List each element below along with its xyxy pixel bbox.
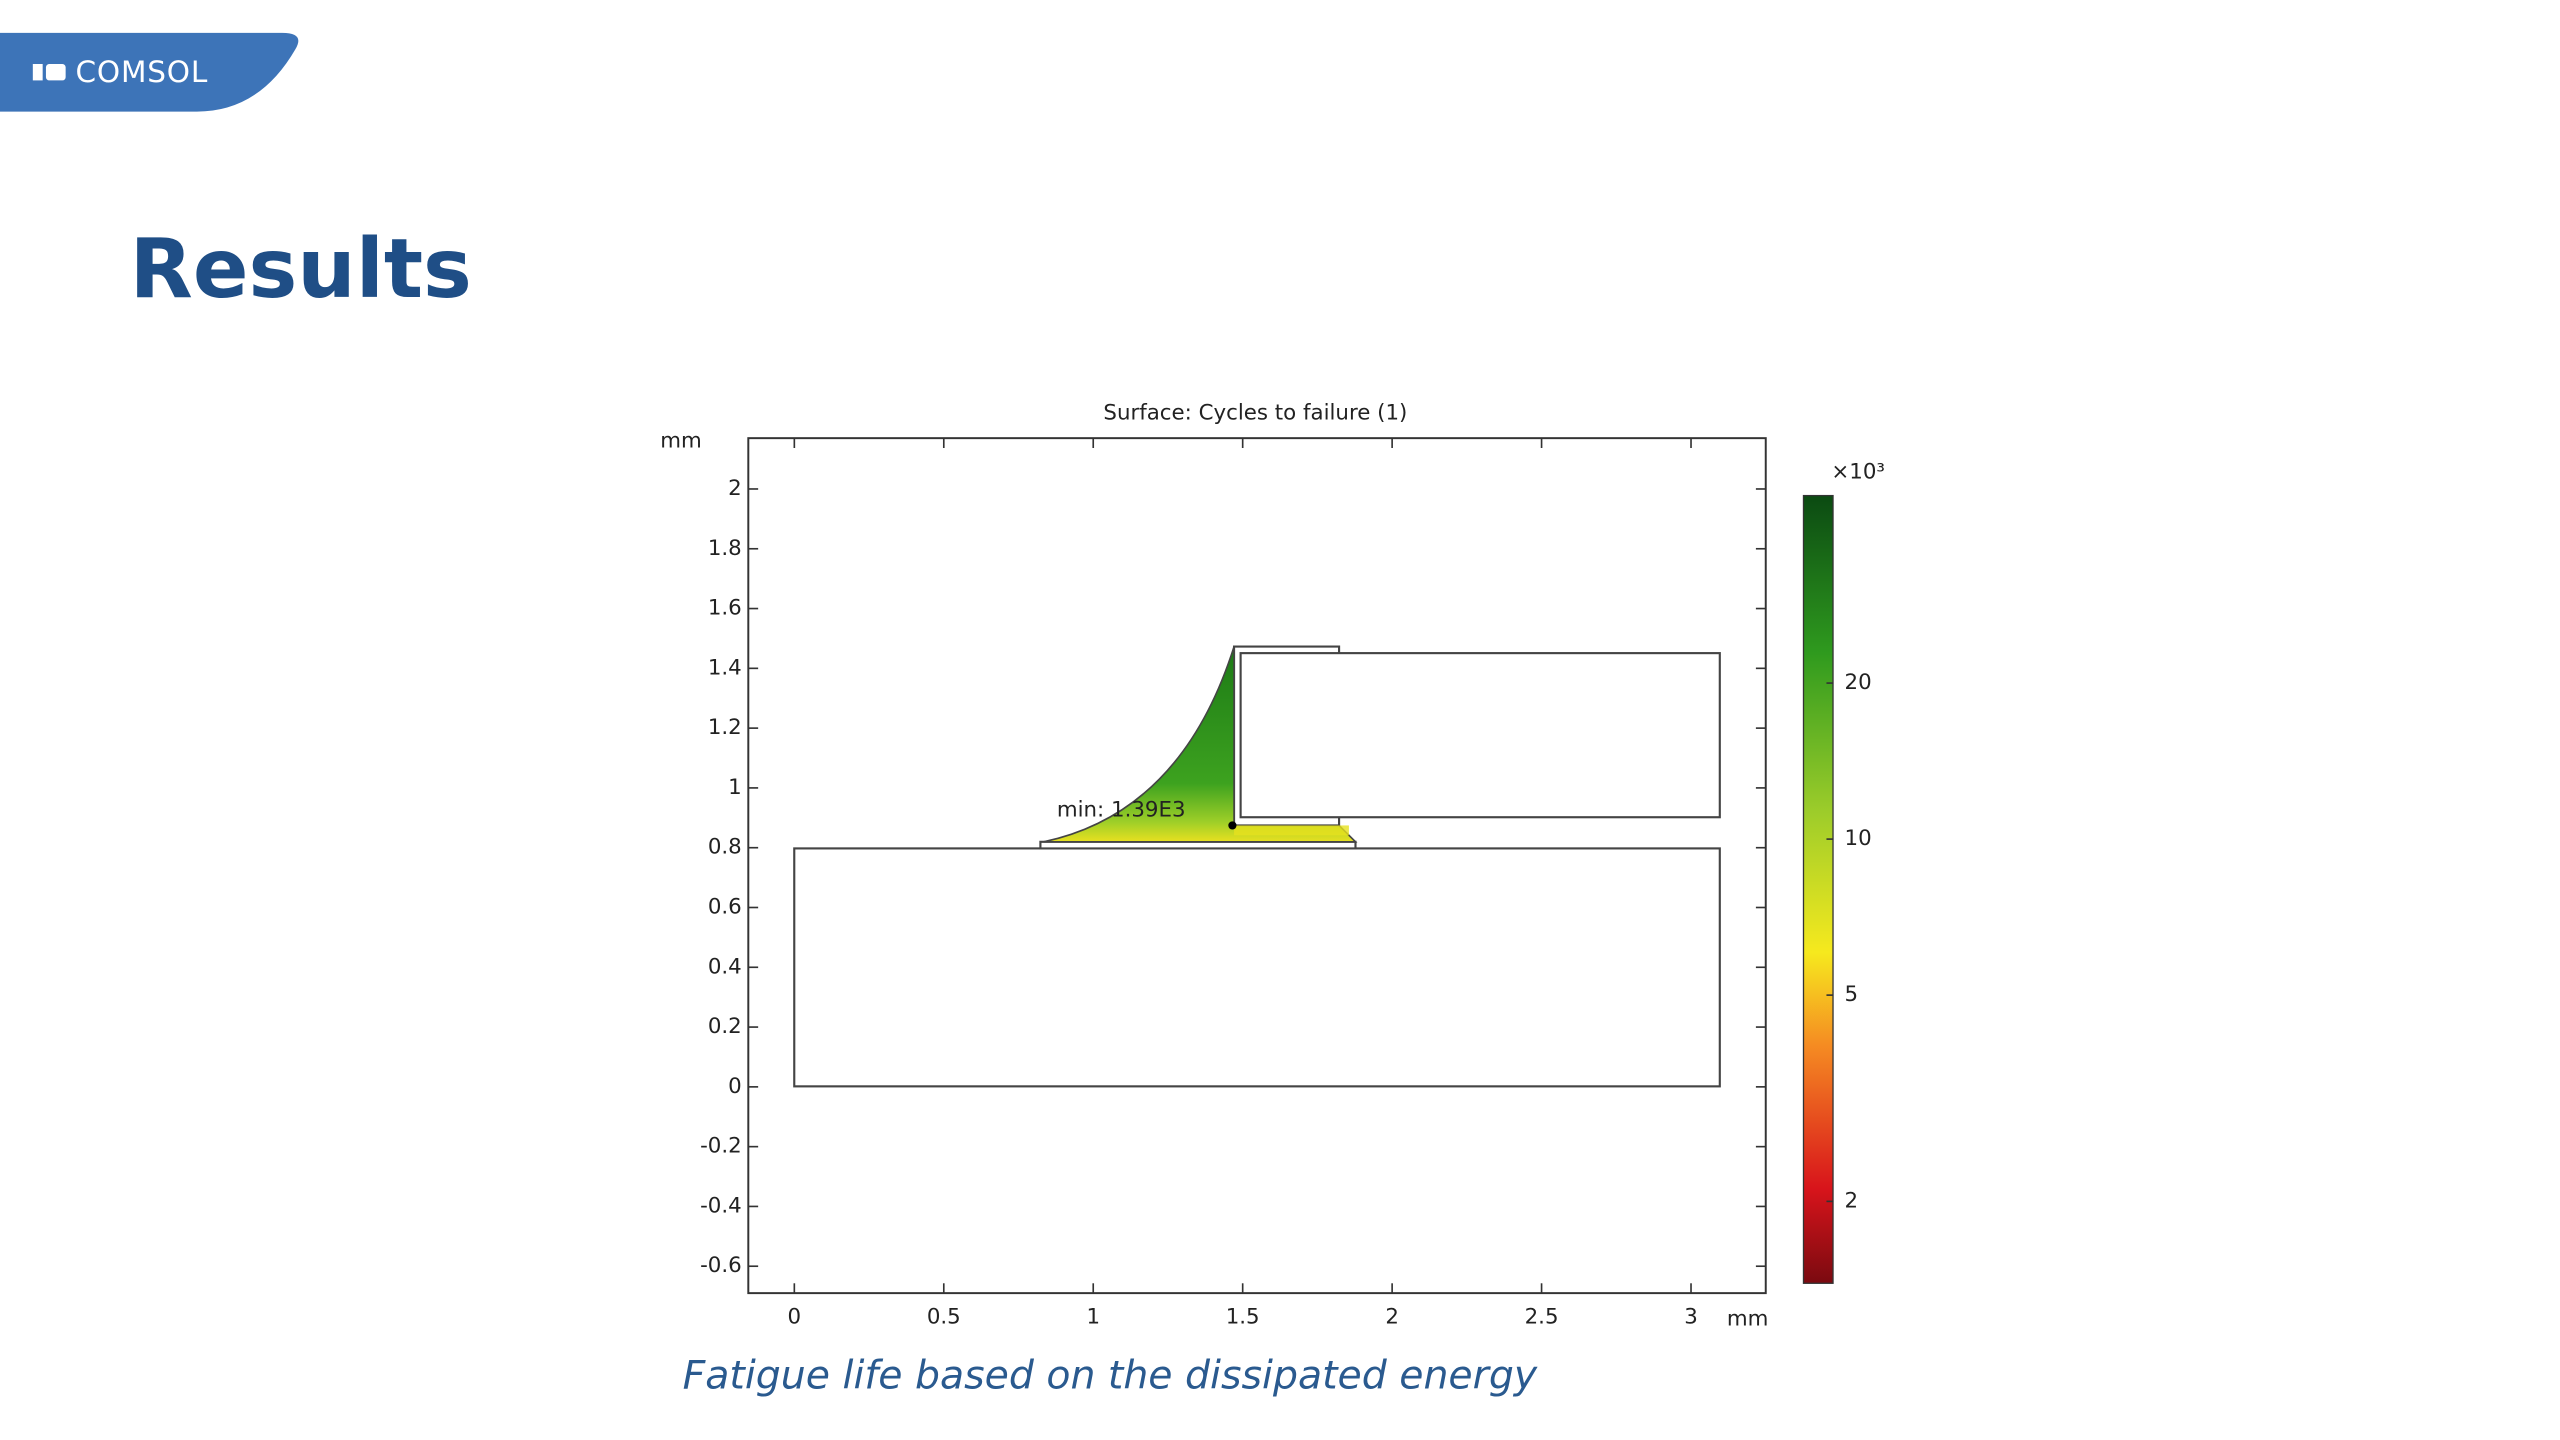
x-tick-label: 0.5 (927, 1305, 961, 1330)
y-tick-label: 0.2 (708, 1014, 742, 1039)
x-axis-unit: mm (1727, 1306, 1769, 1331)
y-tick-label: 0.4 (708, 954, 742, 979)
y-tick-label: -0.6 (700, 1253, 742, 1278)
x-tick-label: 1.5 (1226, 1305, 1260, 1330)
y-tick-label: 1.6 (708, 596, 742, 621)
colorbar-label: ×10³ (1831, 460, 1885, 485)
y-tick-label: 0.6 (708, 894, 742, 919)
y-tick-label: 1.2 (708, 715, 742, 740)
y-tick-label: 1.8 (708, 536, 742, 561)
logo[interactable]: COMSOL (0, 32, 299, 112)
colorbar (1802, 494, 1834, 1284)
colorbar-tick-label: 2 (1845, 1188, 1859, 1213)
y-tick-label: -0.4 (700, 1193, 742, 1218)
min-marker (1228, 821, 1237, 830)
logo-text: COMSOL (75, 55, 208, 89)
y-tick-label: 0.8 (708, 835, 742, 860)
colorbar-tick-label: 5 (1845, 982, 1859, 1007)
hot-spot (1234, 825, 1349, 836)
plot-title: Surface: Cycles to failure (1) (1103, 401, 1407, 426)
substrate (793, 847, 1721, 1088)
caption: Fatigue life based on the dissipated ene… (683, 1352, 1538, 1398)
logo-icon (45, 64, 66, 81)
y-tick-label: 1 (728, 775, 742, 800)
colorbar-tick-label: 10 (1845, 826, 1872, 851)
pad (1039, 840, 1357, 850)
slide-title: Results (130, 222, 472, 317)
y-tick-label: 1.4 (708, 655, 742, 680)
y-tick-label: 2 (728, 476, 742, 501)
logo-badge (0, 32, 299, 112)
solder-fillet (1043, 646, 1358, 843)
min-annotation: min: 1.39E3 (1057, 798, 1186, 823)
x-tick-label: 3 (1684, 1305, 1698, 1330)
component (1239, 652, 1721, 819)
x-tick-label: 1 (1086, 1305, 1100, 1330)
colorbar-tick-label: 20 (1845, 670, 1872, 695)
y-tick-label: 0 (728, 1074, 742, 1099)
x-tick-label: 2 (1385, 1305, 1399, 1330)
x-tick-label: 2.5 (1525, 1305, 1559, 1330)
y-tick-label: -0.2 (700, 1134, 742, 1159)
x-tick-label: 0 (788, 1305, 802, 1330)
plot-frame (747, 437, 1767, 1295)
y-axis-unit: mm (660, 428, 702, 453)
logo-icon (32, 64, 43, 81)
